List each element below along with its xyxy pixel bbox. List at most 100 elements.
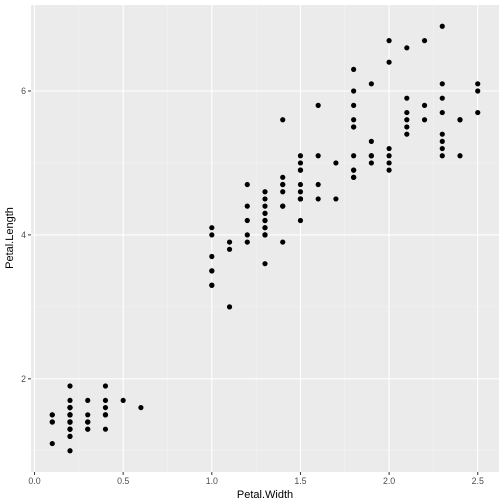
data-point <box>209 253 215 260</box>
data-point <box>351 167 357 173</box>
data-point <box>351 88 357 94</box>
data-point <box>475 88 481 94</box>
data-point <box>297 217 304 224</box>
data-point <box>368 160 374 166</box>
data-point <box>209 282 215 288</box>
data-point <box>351 102 357 108</box>
plot-panel <box>31 5 499 472</box>
data-point <box>280 117 286 123</box>
y-tick-label: 2 <box>21 374 26 384</box>
data-point <box>421 102 428 108</box>
data-point <box>368 81 374 87</box>
data-point <box>262 225 268 231</box>
data-point <box>85 419 91 425</box>
data-point <box>262 232 268 238</box>
data-point <box>262 203 268 209</box>
x-tick-label: 1.0 <box>206 476 218 486</box>
grid-major <box>31 5 499 472</box>
data-point <box>262 210 268 216</box>
data-point <box>67 426 73 432</box>
data-point <box>85 397 91 404</box>
data-point <box>49 412 55 418</box>
data-point <box>475 81 481 87</box>
data-point <box>262 217 268 224</box>
data-point <box>138 404 144 411</box>
y-axis-ticks <box>28 90 31 380</box>
data-point <box>85 412 91 418</box>
data-point <box>67 383 73 389</box>
data-point <box>244 217 250 224</box>
data-point <box>297 196 304 202</box>
data-point <box>262 189 268 195</box>
data-point <box>280 239 286 245</box>
data-point <box>280 174 286 180</box>
data-point <box>351 153 357 159</box>
data-point <box>439 145 445 152</box>
data-point <box>120 397 126 404</box>
data-point <box>67 397 73 404</box>
data-point <box>67 448 73 454</box>
data-point <box>244 232 250 238</box>
data-point <box>244 239 250 245</box>
data-point <box>297 153 304 159</box>
data-point <box>262 196 268 202</box>
data-point <box>351 124 357 130</box>
data-point <box>226 246 233 252</box>
data-point <box>351 66 357 73</box>
data-point <box>280 189 286 195</box>
data-point <box>280 181 286 188</box>
data-point <box>421 38 428 44</box>
data-point <box>102 383 109 389</box>
data-point <box>439 81 445 87</box>
data-point <box>386 160 392 166</box>
data-point <box>439 23 445 29</box>
data-point <box>262 261 268 267</box>
data-point <box>49 419 55 425</box>
data-point <box>102 426 109 432</box>
data-point <box>386 59 392 65</box>
data-point <box>280 203 286 209</box>
y-axis-title: Petal.Length <box>4 207 16 269</box>
data-point <box>67 419 73 425</box>
data-point <box>368 153 374 159</box>
data-point <box>457 117 463 123</box>
data-point <box>386 145 392 152</box>
data-point <box>209 225 215 231</box>
data-point <box>297 160 304 166</box>
data-point <box>67 433 73 439</box>
data-point <box>475 109 481 116</box>
x-tick-label: 1.5 <box>294 476 306 486</box>
data-point <box>439 131 445 137</box>
x-tick-label: 0.5 <box>117 476 129 486</box>
data-point <box>244 203 250 209</box>
data-point <box>404 45 410 51</box>
data-point <box>209 268 215 274</box>
data-point <box>439 109 445 116</box>
x-axis-ticks <box>34 472 479 475</box>
y-axis-tick-labels: 2 4 6 <box>21 86 26 384</box>
data-point <box>209 232 215 238</box>
data-point <box>49 440 55 447</box>
data-point <box>85 426 91 432</box>
data-point <box>244 181 250 188</box>
data-point <box>315 196 321 202</box>
data-point <box>368 138 374 144</box>
data-point <box>386 38 392 44</box>
data-point <box>315 153 321 159</box>
data-point <box>102 404 109 411</box>
data-point <box>333 196 339 202</box>
data-point <box>315 102 321 108</box>
data-point <box>386 153 392 159</box>
data-point <box>457 153 463 159</box>
data-point <box>404 95 410 101</box>
data-point <box>315 181 321 188</box>
data-point <box>297 167 304 173</box>
data-point <box>439 153 445 159</box>
data-point <box>67 412 73 418</box>
data-point <box>226 239 233 245</box>
data-point <box>404 131 410 137</box>
x-tick-label: 2.0 <box>383 476 395 486</box>
data-point <box>226 304 233 310</box>
data-point <box>404 117 410 123</box>
